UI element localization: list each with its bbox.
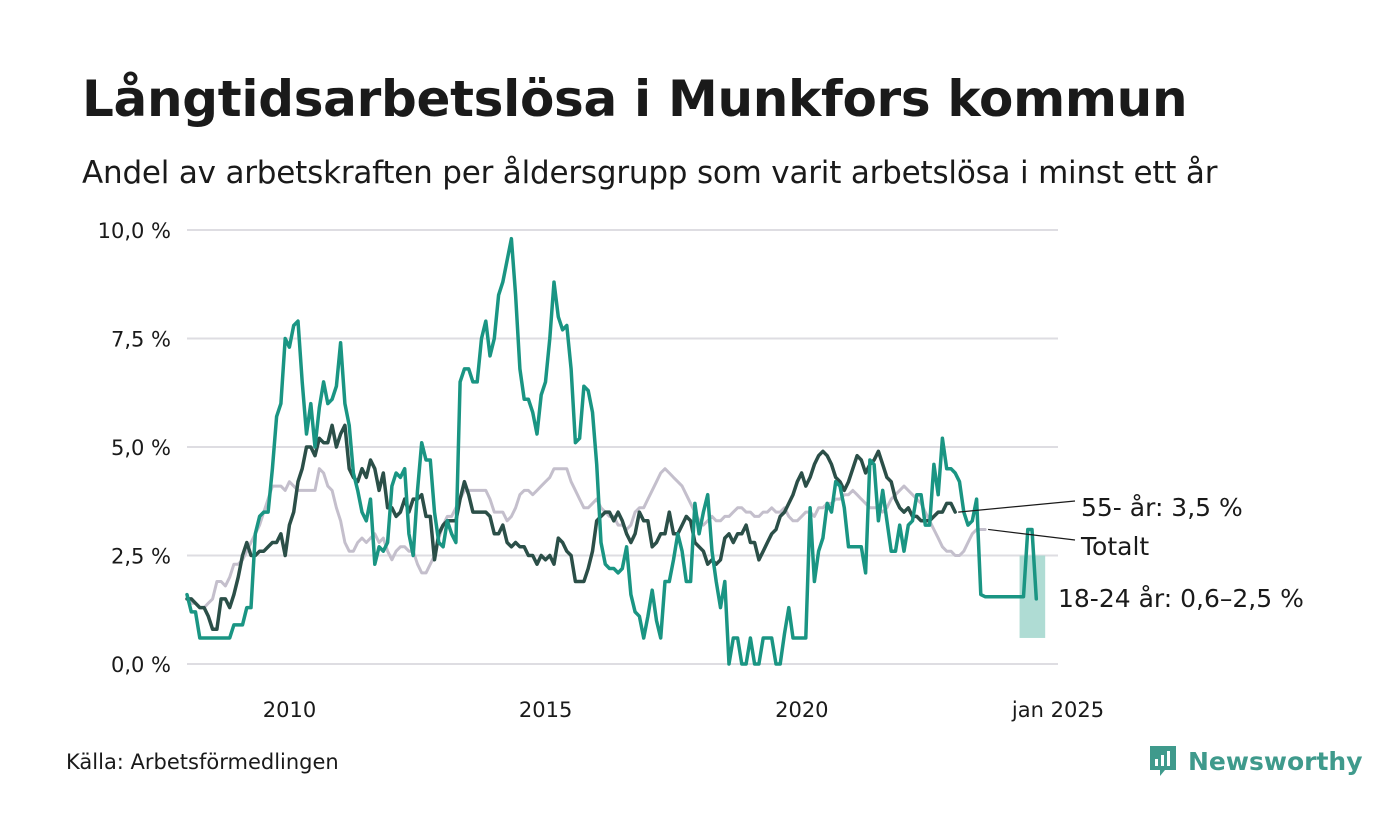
x-tick-label: 2015 — [519, 698, 572, 722]
series-end-label: 18-24 år: 0,6–2,5 % — [1058, 584, 1304, 613]
series-line-18-24 — [185, 236, 1039, 666]
bar-chart-logo-icon — [1150, 746, 1176, 776]
y-tick-label: 2,5 % — [111, 545, 171, 569]
series-line-total — [185, 467, 987, 610]
newsworthy-logo: Newsworthy — [1148, 744, 1363, 778]
x-tick-label: 2020 — [775, 698, 828, 722]
y-tick-label: 0,0 % — [111, 653, 171, 677]
line-chart: 0,0 % 2,5 % 5,0 % 7,5 % 10,0 % 2010 2015 2020 ja… — [98, 219, 1304, 722]
chart-subtitle: Andel av arbetskraften per åldersgrupp s… — [82, 155, 1218, 191]
series-end-label: 55- år: 3,5 % — [1081, 493, 1243, 522]
y-tick-label: 10,0 % — [98, 219, 171, 243]
y-tick-label: 5,0 % — [111, 436, 171, 460]
y-tick-label: 7,5 % — [111, 328, 171, 352]
series-line-55-plus — [185, 423, 957, 632]
end-label-leader — [988, 528, 1076, 541]
chart-title: Långtidsarbetslösa i Munkfors kommun — [82, 70, 1188, 128]
brand-name: Newsworthy — [1188, 746, 1363, 776]
series-end-label: Totalt — [1080, 532, 1149, 561]
x-tick-label: jan 2025 — [1011, 698, 1104, 722]
source-note: Källa: Arbetsförmedlingen — [66, 750, 339, 774]
x-tick-label: 2010 — [263, 698, 316, 722]
end-label-leader — [958, 500, 1076, 513]
